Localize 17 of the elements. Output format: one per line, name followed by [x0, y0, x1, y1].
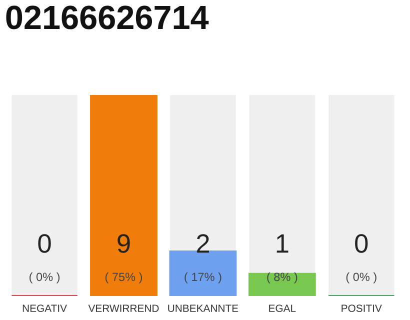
data-label: 0 — [355, 234, 368, 253]
bar — [248, 272, 316, 296]
annotation: ( 0% ) — [30, 272, 60, 284]
x-tick-label: NEGATIV — [22, 304, 67, 312]
annotation: ( 0% ) — [346, 272, 376, 284]
data-label: 1 — [276, 234, 288, 253]
chart-title: 02166626714 — [6, 6, 209, 30]
x-tick-label: POSITIV — [342, 304, 382, 312]
x-tick-label: VERWIRREND — [88, 304, 159, 312]
annotation: ( 8% ) — [267, 272, 298, 284]
annotation: ( 17% ) — [184, 272, 222, 284]
x-tick-label: EGAL — [269, 304, 296, 312]
annotation: ( 75% ) — [105, 272, 142, 284]
data-label: 0 — [38, 234, 51, 253]
data-label: 9 — [118, 234, 130, 253]
data-label: 2 — [196, 234, 209, 253]
x-tick-label: UNBEKANNTE — [168, 304, 238, 312]
